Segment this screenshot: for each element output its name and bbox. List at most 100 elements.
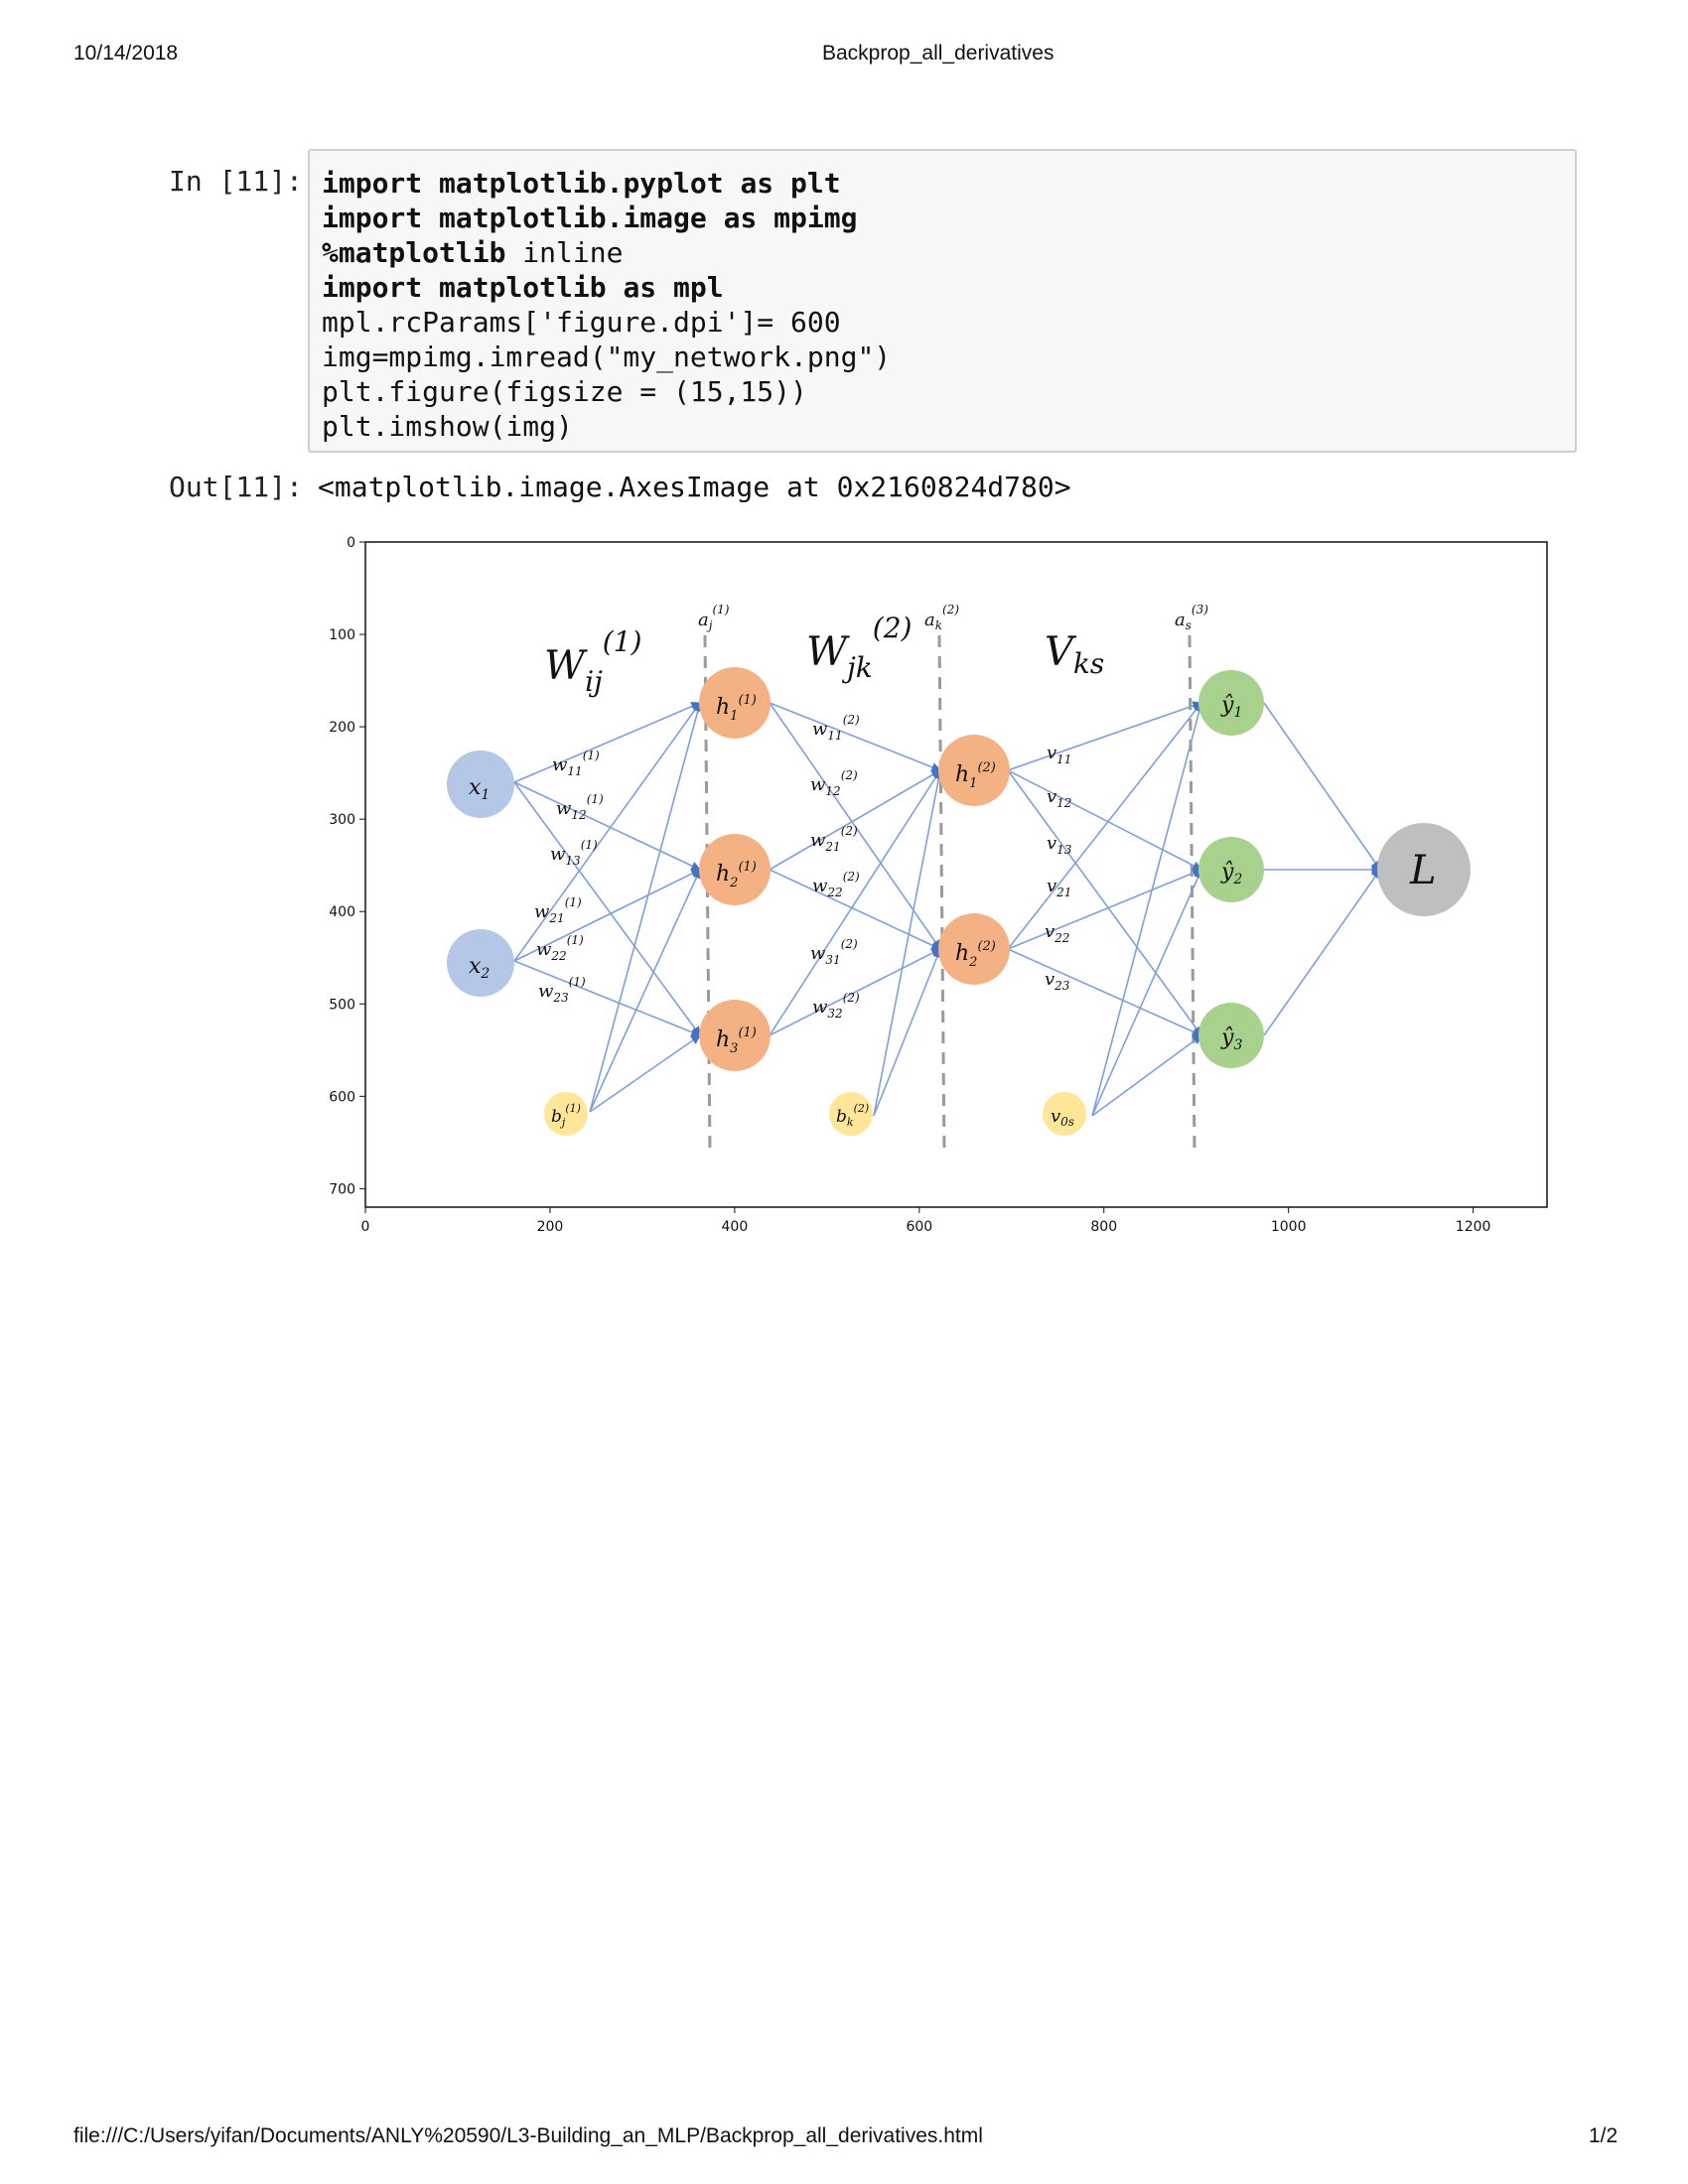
edge xyxy=(513,701,701,783)
edge xyxy=(1263,702,1381,871)
edge xyxy=(769,702,941,950)
edge xyxy=(769,948,941,1036)
edge xyxy=(589,1034,701,1113)
label-as: as(3) xyxy=(1175,603,1208,632)
x-tick-label: 0 xyxy=(361,1219,370,1235)
code-line-4: import matplotlib as mpl xyxy=(322,271,724,304)
x-tick-label: 1200 xyxy=(1456,1219,1491,1235)
y-tick-label: 200 xyxy=(329,720,355,736)
w31-2: w31(2) xyxy=(810,937,858,967)
label-aj: aj(1) xyxy=(698,603,730,632)
w11-1: w11(1) xyxy=(552,749,600,778)
label-loss: L xyxy=(1409,848,1437,893)
edge xyxy=(513,702,701,962)
node-h1-1 xyxy=(699,667,771,739)
v11: v11 xyxy=(1047,743,1071,766)
code-line-2: import matplotlib.image as mpimg xyxy=(322,202,858,234)
print-title: Backprop_all_derivatives xyxy=(822,42,1055,65)
node-h3-1 xyxy=(699,1000,771,1071)
node-x2 xyxy=(447,929,514,997)
node-h2-2 xyxy=(938,913,1010,985)
print-date: 10/14/2018 xyxy=(73,42,179,65)
label-ak: ak(2) xyxy=(924,603,959,632)
code-line-1: import matplotlib.pyplot as plt xyxy=(322,167,841,200)
x-axis: 0 200 400 600 800 1000 1200 xyxy=(361,1207,1491,1235)
node-x1 xyxy=(447,751,514,818)
edge xyxy=(1263,869,1381,1036)
x-tick-label: 800 xyxy=(1090,1219,1117,1235)
nodes xyxy=(447,667,1471,1136)
node-loss xyxy=(1377,823,1471,916)
x-tick-label: 600 xyxy=(906,1219,932,1235)
v12: v12 xyxy=(1047,786,1071,810)
y-tick-label: 100 xyxy=(329,627,355,643)
x-tick-label: 400 xyxy=(722,1219,749,1235)
edge xyxy=(769,769,941,1036)
page-number: 1/2 xyxy=(1589,2124,1618,2147)
layer-separators xyxy=(703,634,1196,1155)
separator-a3 xyxy=(1188,634,1196,1155)
edge xyxy=(873,948,942,1117)
node-bias-k xyxy=(829,1092,873,1136)
edge xyxy=(1007,769,1202,1036)
edge xyxy=(513,781,701,871)
w32-2: w32(2) xyxy=(812,991,860,1021)
edge xyxy=(769,869,941,950)
y-tick-label: 500 xyxy=(329,997,355,1013)
edge xyxy=(769,769,941,871)
edge xyxy=(1007,701,1202,771)
edge xyxy=(1091,869,1202,1117)
print-footer-path: file:///C:/Users/yifan/Documents/ANLY%20… xyxy=(73,2124,983,2147)
code-line-6: img=mpimg.imread("my_network.png") xyxy=(322,341,892,373)
y-tick-label: 0 xyxy=(347,535,355,551)
axes-frame xyxy=(364,541,1548,1208)
title-Vks: Vks xyxy=(1045,629,1104,680)
y-tick-label: 600 xyxy=(329,1089,355,1105)
v23: v23 xyxy=(1045,969,1070,993)
x-tick-label: 1000 xyxy=(1271,1219,1307,1235)
title-Wjk: Wjk(2) xyxy=(806,612,912,684)
edge xyxy=(873,769,944,1117)
node-bias-j xyxy=(544,1092,588,1136)
edge xyxy=(1007,702,1202,950)
title-Wij: Wij(1) xyxy=(544,625,641,698)
v21: v21 xyxy=(1047,876,1071,899)
node-y3 xyxy=(1198,1003,1264,1068)
code-line-7: plt.figure(figsize = (15,15)) xyxy=(322,375,807,408)
y-tick-label: 700 xyxy=(329,1181,355,1197)
node-v0s xyxy=(1043,1092,1086,1136)
y-tick-label: 300 xyxy=(329,812,355,828)
y-axis: 0 100 200 300 400 500 600 700 xyxy=(329,535,365,1197)
node-h2-1 xyxy=(699,834,771,905)
output-prompt: Out[11]: xyxy=(169,471,303,503)
separator-a2 xyxy=(937,634,946,1155)
edge xyxy=(1007,769,1202,871)
network-figure: 0 100 200 300 400 500 600 700 0 200 400 600 800 1000… xyxy=(329,535,1548,1235)
w11-2: w11(2) xyxy=(812,713,860,743)
x-tick-label: 200 xyxy=(537,1219,564,1235)
edge xyxy=(513,781,701,1036)
node-y1 xyxy=(1198,670,1264,736)
edges xyxy=(513,701,1381,1117)
edge xyxy=(589,702,703,1113)
node-y2 xyxy=(1198,837,1264,902)
w13-1: w13(1) xyxy=(550,838,598,868)
w12-1: w12(1) xyxy=(556,792,604,822)
code-line-5: mpl.rcParams['figure.dpi']= 600 xyxy=(322,306,841,339)
v13: v13 xyxy=(1047,833,1072,857)
code-line-8: plt.imshow(img) xyxy=(322,410,573,443)
input-prompt: In [11]: xyxy=(169,165,303,198)
edge xyxy=(1007,948,1202,1036)
w21-2: w21(2) xyxy=(810,824,858,854)
layer-titles: Wij(1) Wjk(2) Vks aj(1) ak(2) as(3) xyxy=(544,603,1208,698)
w22-2: w22(2) xyxy=(812,870,860,899)
node-h1-2 xyxy=(938,735,1010,806)
output-text: <matplotlib.image.AxesImage at 0x2160824… xyxy=(318,471,1071,503)
edge xyxy=(589,869,701,1113)
edge xyxy=(1007,868,1202,950)
y-tick-label: 400 xyxy=(329,904,355,920)
edge xyxy=(513,869,701,962)
edge xyxy=(769,702,941,772)
code-cell[interactable]: import matplotlib.pyplot as plt import m… xyxy=(308,149,1577,453)
edge xyxy=(513,960,701,1037)
